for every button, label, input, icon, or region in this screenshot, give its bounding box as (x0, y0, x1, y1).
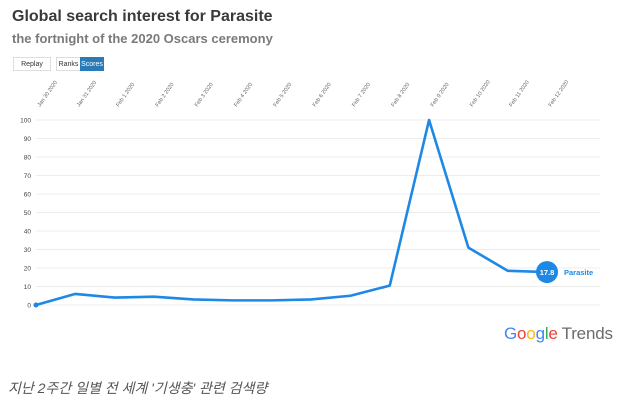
google-letter: o (526, 324, 536, 343)
y-tick-label: 10 (24, 284, 32, 291)
x-tick-label: Feb 2 2020 (155, 82, 176, 108)
google-letter: l (544, 324, 549, 343)
x-tick-label: Feb 4 2020 (233, 82, 254, 108)
end-value-bubble (536, 261, 558, 284)
y-tick-label: 60 (24, 192, 32, 199)
y-tick-label: 40 (24, 229, 32, 236)
x-tick-label: Feb 6 2020 (312, 82, 333, 108)
start-point (33, 302, 39, 308)
x-tick-label: Feb 8 2020 (390, 82, 411, 108)
x-tick-label: Feb 9 2020 (430, 82, 451, 108)
y-tick-label: 50 (24, 210, 32, 217)
series-group: 17.8 Parasite (33, 118, 593, 308)
x-tick-label: Feb 11 2020 (508, 80, 530, 108)
y-tick-label: 0 (27, 303, 31, 310)
x-tick-label: Feb 10 2020 (469, 79, 492, 108)
ranks-button[interactable]: Ranks (56, 57, 80, 71)
google-letter: o (517, 324, 527, 343)
google-letter: G (504, 324, 518, 343)
y-tick-label: 80 (24, 155, 32, 162)
google-trends-logo: Google Trends (504, 324, 613, 344)
image-caption: 지난 2주간 일별 전 세계 '기생충' 관련 검색량 (8, 380, 268, 396)
x-tick-label: Jan 30 2020 (37, 80, 59, 108)
chart-subtitle: the fortnight of the 2020 Oscars ceremon… (12, 31, 273, 46)
chart-title: Global search interest for Parasite (12, 8, 273, 25)
y-tick-label: 70 (24, 173, 32, 180)
y-tick-label: 90 (24, 136, 32, 143)
y-tick-label: 20 (24, 266, 32, 273)
y-tick-label: 100 (20, 118, 31, 125)
x-tick-label: Feb 7 2020 (351, 82, 372, 108)
series-name-label: Parasite (564, 268, 593, 277)
x-tick-label: Feb 3 2020 (194, 82, 215, 108)
line-chart: 0 10 20 30 40 50 60 70 80 90 100 Jan 30 2020 Jan 31… (20, 79, 600, 310)
x-tick-label: Feb 5 2020 (273, 82, 294, 108)
replay-button[interactable]: Replay (13, 57, 51, 71)
series-line-parasite (35, 118, 548, 307)
x-axis-ticks: Jan 30 2020 Jan 31 2020 Feb 1 2020 Feb 2 20… (37, 79, 571, 108)
x-tick-label: Feb 1 2020 (115, 82, 136, 108)
x-tick-label: Jan 31 2020 (76, 80, 98, 108)
google-letter: e (548, 324, 558, 343)
google-wordmark: Google (504, 324, 558, 343)
y-axis-ticks: 0 10 20 30 40 50 60 70 80 90 100 (20, 118, 31, 310)
x-tick-label: Feb 12 2020 (548, 79, 571, 108)
end-value-label: 17.8 (540, 268, 555, 277)
trends-wordmark: Trends (561, 324, 613, 343)
y-tick-label: 30 (24, 247, 32, 254)
scores-button[interactable]: Scores (80, 57, 104, 71)
google-letter: g (535, 324, 545, 343)
grid-lines (36, 119, 600, 306)
